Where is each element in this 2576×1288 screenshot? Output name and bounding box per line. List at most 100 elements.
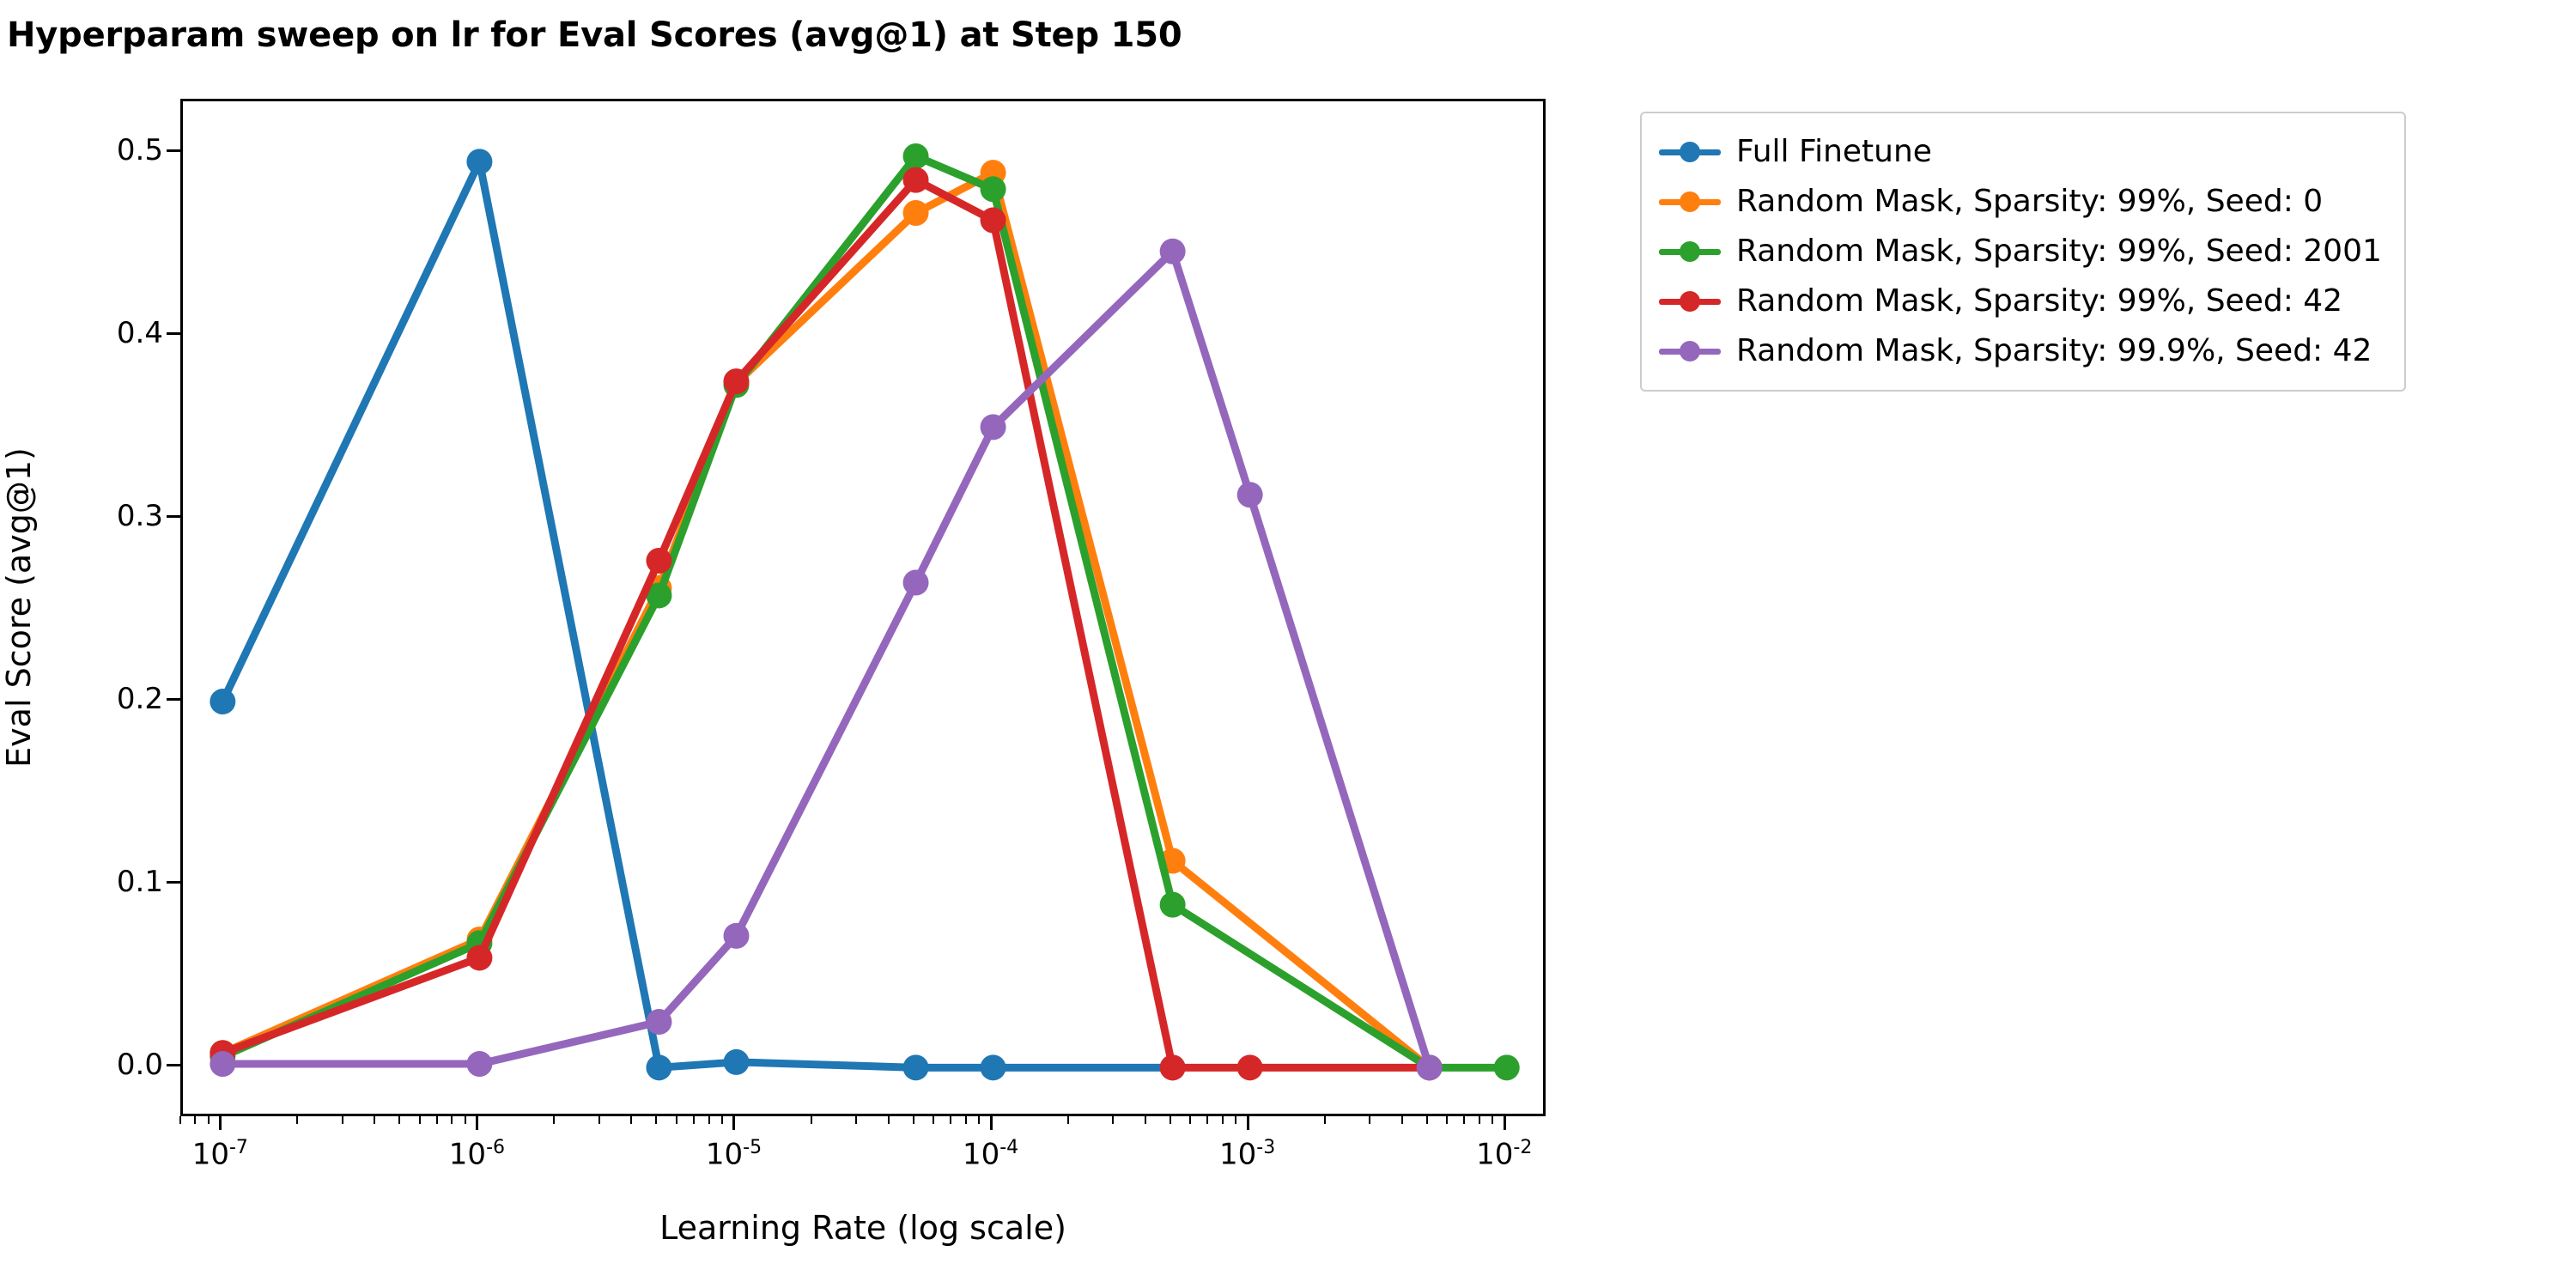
y-tick-label: 0.1 (116, 865, 163, 900)
data-point-marker (902, 569, 929, 596)
x-tick-label: 10-6 (448, 1137, 506, 1172)
x-tick-mark-minor (451, 1116, 453, 1124)
x-tick-label: 10-2 (1476, 1137, 1533, 1172)
data-point-marker (902, 167, 929, 193)
series-line (218, 168, 1434, 1072)
x-tick-mark-minor (630, 1116, 633, 1124)
x-tick-mark-minor (676, 1116, 678, 1124)
x-tick-mark-minor (553, 1116, 556, 1124)
legend-label: Full Finetune (1736, 134, 1932, 169)
x-tick-mark-minor (1369, 1116, 1371, 1124)
data-point-marker (723, 922, 750, 949)
plot-svg (210, 143, 1520, 1081)
x-tick-mark-minor (1169, 1116, 1171, 1124)
data-point-marker (902, 1054, 929, 1081)
legend-label: Random Mask, Sparsity: 99%, Seed: 2001 (1736, 234, 2382, 269)
legend-item[interactable]: Random Mask, Sparsity: 99%, Seed: 0 (1659, 177, 2382, 227)
x-tick-mark-minor (950, 1116, 952, 1124)
x-tick-mark-minor (296, 1116, 299, 1124)
x-tick-mark-minor (1478, 1116, 1480, 1124)
data-point-marker (1236, 1054, 1263, 1081)
data-point-marker (210, 1051, 236, 1078)
x-tick-mark-minor (810, 1116, 812, 1124)
x-tick-mark-minor (1446, 1116, 1449, 1124)
legend-marker-icon (1659, 336, 1721, 367)
x-tick-mark-minor (708, 1116, 710, 1124)
x-axis-label: Learning Rate (log scale) (659, 1209, 1066, 1247)
y-tick-mark (167, 514, 180, 518)
y-tick-label: 0.0 (116, 1048, 163, 1083)
data-point-marker (980, 1054, 1006, 1081)
x-tick-mark (732, 1116, 736, 1130)
data-point-marker (1416, 1054, 1443, 1081)
legend-box: Full Finetune Random Mask, Sparsity: 99%,… (1640, 112, 2406, 392)
y-tick-label-group: 0.0 0.1 0.2 0.3 0.4 0.5 (52, 99, 163, 1116)
x-tick-mark-minor (598, 1116, 601, 1124)
series-line (218, 157, 1177, 1072)
y-tick-mark (167, 1064, 180, 1067)
x-tick-mark-minor (1492, 1116, 1494, 1124)
y-tick-mark (167, 881, 180, 884)
data-point-marker (466, 945, 493, 971)
x-tick-mark-minor (1066, 1116, 1069, 1124)
x-tick-mark-minor (964, 1116, 967, 1124)
legend-marker-icon (1659, 137, 1721, 167)
x-tick-label: 10-3 (1219, 1137, 1276, 1172)
x-tick-mark-minor (1323, 1116, 1326, 1124)
x-tick-mark (1246, 1116, 1249, 1130)
data-point-marker (646, 1054, 672, 1081)
x-tick-mark-minor (419, 1116, 422, 1124)
data-point-marker (980, 207, 1006, 234)
y-tick-mark (167, 698, 180, 702)
y-tick-label: 0.5 (116, 132, 163, 167)
y-tick-mark (167, 331, 180, 335)
x-tick-mark-minor (977, 1116, 980, 1124)
legend-marker-icon (1659, 236, 1721, 267)
x-tick-mark-minor (1234, 1116, 1236, 1124)
x-tick-mark-minor (912, 1116, 914, 1124)
x-tick-mark-minor (194, 1116, 197, 1124)
legend-item[interactable]: Random Mask, Sparsity: 99%, Seed: 2001 (1659, 227, 2382, 276)
legend-item[interactable]: Full Finetune (1659, 127, 2382, 177)
data-point-marker (210, 689, 236, 715)
data-point-marker (646, 1009, 672, 1036)
x-tick-mark-minor (398, 1116, 401, 1124)
series-group (210, 143, 1520, 1081)
x-tick-mark-minor (1425, 1116, 1428, 1124)
data-point-marker (1493, 1054, 1520, 1081)
data-point-marker (723, 368, 750, 395)
x-tick-mark (476, 1116, 479, 1130)
x-tick-mark-minor (436, 1116, 439, 1124)
data-point-marker (646, 547, 672, 574)
legend-label: Random Mask, Sparsity: 99%, Seed: 0 (1736, 184, 2324, 219)
x-tick-mark-minor (655, 1116, 658, 1124)
data-point-marker (466, 149, 493, 175)
data-point-marker (902, 200, 929, 227)
x-tick-mark-minor (1144, 1116, 1146, 1124)
y-tick-mark (167, 149, 180, 152)
y-axis-label: Eval Score (avg@1) (0, 447, 38, 768)
y-tick-label: 0.2 (116, 682, 163, 717)
plot-area (180, 99, 1546, 1116)
x-tick-mark (1503, 1116, 1506, 1130)
x-tick-mark-minor (1189, 1116, 1192, 1124)
legend-item[interactable]: Random Mask, Sparsity: 99%, Seed: 42 (1659, 276, 2382, 326)
legend-marker-icon (1659, 286, 1721, 317)
x-tick-mark-minor (207, 1116, 210, 1124)
x-tick-label: 10-4 (962, 1137, 1019, 1172)
data-point-marker (1236, 482, 1263, 508)
chart-title: Hyperparam sweep on lr for Eval Scores (… (7, 15, 1182, 55)
x-tick-mark-minor (887, 1116, 890, 1124)
data-point-marker (1159, 238, 1186, 264)
x-tick-mark-minor (855, 1116, 858, 1124)
legend-item[interactable]: Random Mask, Sparsity: 99.9%, Seed: 42 (1659, 326, 2382, 376)
data-point-marker (466, 1051, 493, 1078)
x-tick-mark-minor (933, 1116, 935, 1124)
data-point-marker (1159, 891, 1186, 918)
x-tick-mark-minor (1112, 1116, 1115, 1124)
x-tick-mark-minor (720, 1116, 723, 1124)
x-tick-mark-minor (1206, 1116, 1209, 1124)
legend-label: Random Mask, Sparsity: 99.9%, Seed: 42 (1736, 333, 2372, 368)
data-point-marker (1159, 1054, 1186, 1081)
